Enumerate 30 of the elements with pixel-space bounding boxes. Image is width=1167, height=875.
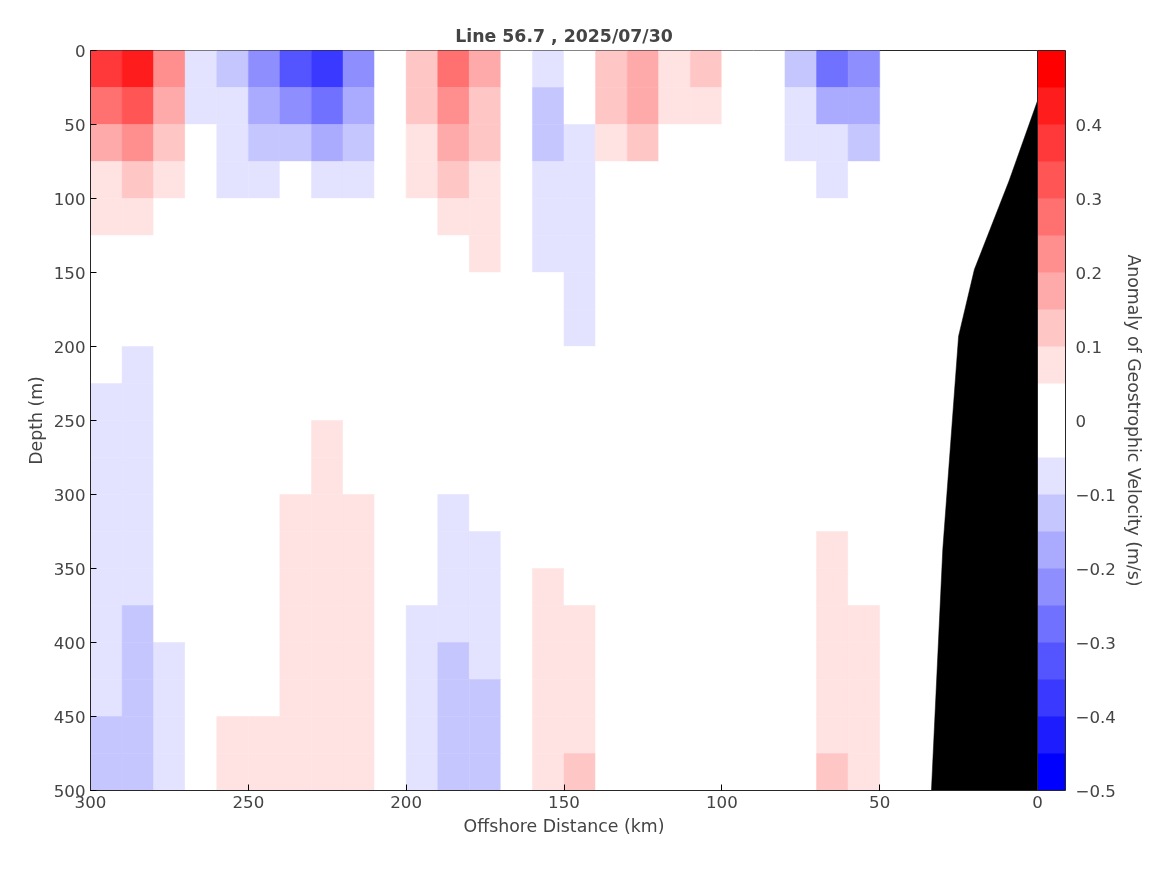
y-tick-label: 400	[53, 633, 86, 653]
y-tick-label: 200	[53, 337, 86, 357]
color-bar-label: −0.2	[1075, 559, 1116, 579]
color-bar-label: −0.4	[1075, 707, 1116, 727]
y-tick-label: 450	[53, 707, 86, 727]
y-axis-title: Depth (m)	[25, 376, 46, 465]
color-bar-label: 0.3	[1075, 189, 1102, 209]
x-axis-title: Offshore Distance (km)	[463, 815, 665, 836]
y-tick-label: 250	[53, 411, 86, 431]
y-tick-label: 300	[53, 485, 86, 505]
y-tick-label: 150	[53, 263, 86, 283]
color-bar-title: Anomaly of Geostrophic Velocity (m/s)	[1123, 254, 1144, 587]
x-tick-label: 100	[705, 792, 738, 812]
x-tick-label: 0	[1032, 792, 1043, 812]
y-tick-label: 50	[64, 115, 86, 135]
color-bar-label: 0	[1075, 411, 1087, 431]
y-tick-label: 100	[53, 189, 86, 209]
color-bar-label: 0.2	[1075, 263, 1102, 283]
color-bar-label: 0.4	[1075, 115, 1102, 135]
x-tick-label: 50	[869, 792, 891, 812]
x-tick-label: 150	[548, 792, 580, 812]
color-bar-label: 0.1	[1075, 337, 1102, 357]
x-tick-label: 200	[390, 792, 423, 812]
color-bar-label: −0.3	[1075, 633, 1116, 653]
chart-title: Line 56.7 , 2025/07/30	[455, 25, 673, 46]
x-tick-label: 250	[232, 792, 265, 812]
color-bar-label: −0.1	[1075, 485, 1116, 505]
color-bar-label: −0.5	[1075, 781, 1116, 801]
y-tick-label: 350	[53, 559, 86, 579]
y-tick-label: 0	[74, 41, 86, 61]
